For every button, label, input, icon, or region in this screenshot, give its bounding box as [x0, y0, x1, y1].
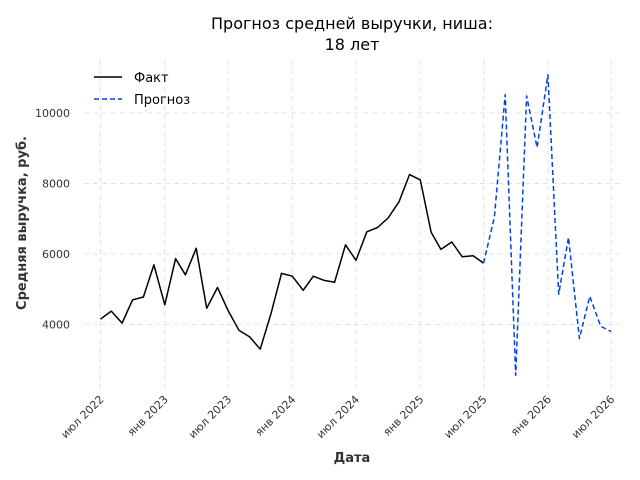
- y-tick-label: 8000: [42, 177, 70, 190]
- y-tick-label: 6000: [42, 248, 70, 261]
- x-tick-label: янв 2025: [381, 393, 427, 439]
- x-axis-ticks: июл 2022 янв 2023 июл 2023 янв 2024 июл 2024…: [59, 393, 618, 441]
- grid-lines: [84, 60, 622, 388]
- x-tick-label: июл 2026: [569, 393, 617, 441]
- legend: Факт Прогноз: [94, 71, 190, 108]
- chart-title-line-1: Прогноз средней выручки, ниша:: [211, 14, 493, 33]
- chart-title: Прогноз средней выручки, ниша: 18 лет: [211, 14, 493, 54]
- x-tick-label: янв 2026: [508, 393, 554, 439]
- x-tick-label: июл 2024: [314, 393, 362, 441]
- y-axis-ticks: 4000 6000 8000 10000: [35, 107, 70, 332]
- series-line-actual: [99, 173, 485, 350]
- legend-label: Прогноз: [134, 93, 190, 108]
- x-tick-label: июл 2025: [442, 393, 490, 441]
- series-line-forecast: [482, 74, 612, 377]
- x-tick-label: янв 2024: [253, 393, 299, 439]
- x-axis-label: Дата: [334, 451, 371, 466]
- x-tick-label: янв 2023: [125, 393, 171, 439]
- legend-label: Факт: [134, 71, 169, 86]
- chart-title-line-2: 18 лет: [325, 35, 380, 54]
- x-tick-label: июл 2023: [186, 393, 234, 441]
- x-tick-label: июл 2022: [59, 393, 107, 441]
- y-tick-label: 4000: [42, 319, 70, 332]
- y-axis-label: Средняя выручка, руб.: [15, 136, 30, 310]
- y-tick-label: 10000: [35, 107, 70, 120]
- series-layer: [99, 74, 612, 377]
